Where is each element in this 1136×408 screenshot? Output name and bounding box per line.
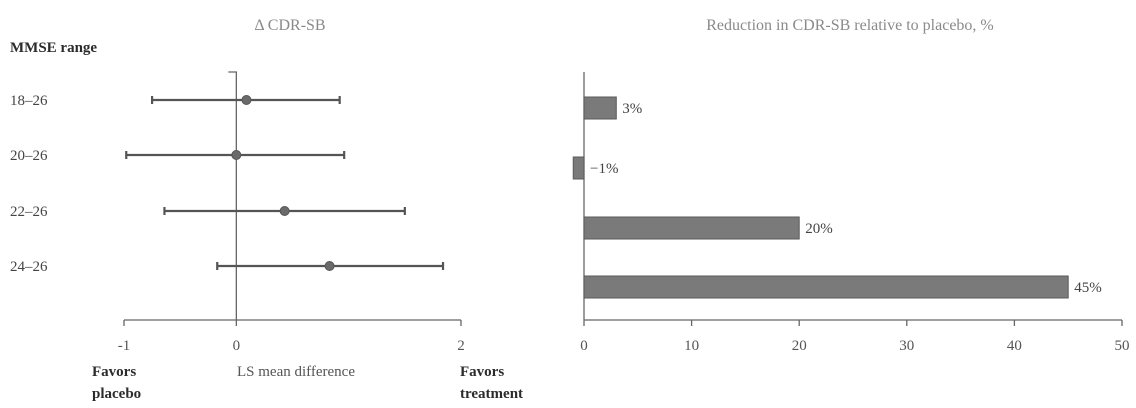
forest-row-label: 20–26	[10, 148, 48, 164]
forest-x-tick-label: 2	[457, 338, 465, 354]
row-header: MMSE range	[10, 40, 97, 56]
point-estimate	[241, 95, 252, 105]
reference-line	[228, 71, 237, 320]
bar-x-tick-label: 0	[580, 338, 588, 354]
bar	[583, 96, 617, 120]
forest-row-label: 22–26	[10, 204, 48, 220]
bar-value-label: −1%	[590, 161, 618, 177]
point-estimate	[324, 261, 335, 271]
point-estimate	[231, 150, 242, 160]
bar	[583, 216, 800, 240]
forest-row-label: 24–26	[10, 259, 48, 275]
forest-xlabel: LS mean difference	[237, 364, 355, 380]
forest-plot: -1 0 2 18–26 20–26 22–26 24–26	[10, 71, 465, 354]
forest-row-label: 18–26	[10, 93, 48, 109]
bar-x-tick-label: 20	[792, 338, 807, 354]
forest-x-tick-label: -1	[118, 338, 131, 354]
favors-placebo-line1: Favors	[92, 364, 136, 380]
bar-chart: 0 10 20 30 40 50 3% −1% 20% 45%	[572, 72, 1130, 354]
favors-placebo-line2: placebo	[92, 386, 141, 402]
forest-title: Δ CDR-SB	[254, 17, 325, 34]
favors-treatment-line2: treatment	[460, 386, 523, 402]
forest-x-tick-label: 0	[233, 338, 241, 354]
bar-title: Reduction in CDR-SB relative to placebo,…	[706, 17, 994, 34]
bar	[572, 156, 585, 180]
bar-x-tick-label: 40	[1007, 338, 1022, 354]
bar-x-tick-label: 30	[899, 338, 914, 354]
point-estimate	[279, 206, 290, 216]
bar	[583, 275, 1069, 299]
bar-value-label: 20%	[805, 221, 833, 237]
bar-value-label: 3%	[622, 101, 642, 117]
bar-x-tick-label: 10	[684, 338, 699, 354]
bar-value-label: 45%	[1074, 280, 1102, 296]
favors-treatment-line1: Favors	[460, 364, 504, 380]
bar-x-tick-label: 50	[1115, 338, 1130, 354]
